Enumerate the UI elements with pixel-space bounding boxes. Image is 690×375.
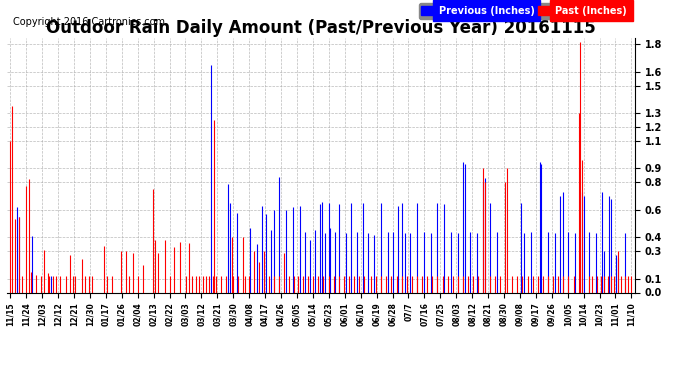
Title: Outdoor Rain Daily Amount (Past/Previous Year) 20161115: Outdoor Rain Daily Amount (Past/Previous… (46, 20, 595, 38)
Text: Copyright 2016 Cartronics.com: Copyright 2016 Cartronics.com (13, 17, 165, 27)
Legend: Previous (Inches), Past (Inches): Previous (Inches), Past (Inches) (419, 3, 630, 19)
